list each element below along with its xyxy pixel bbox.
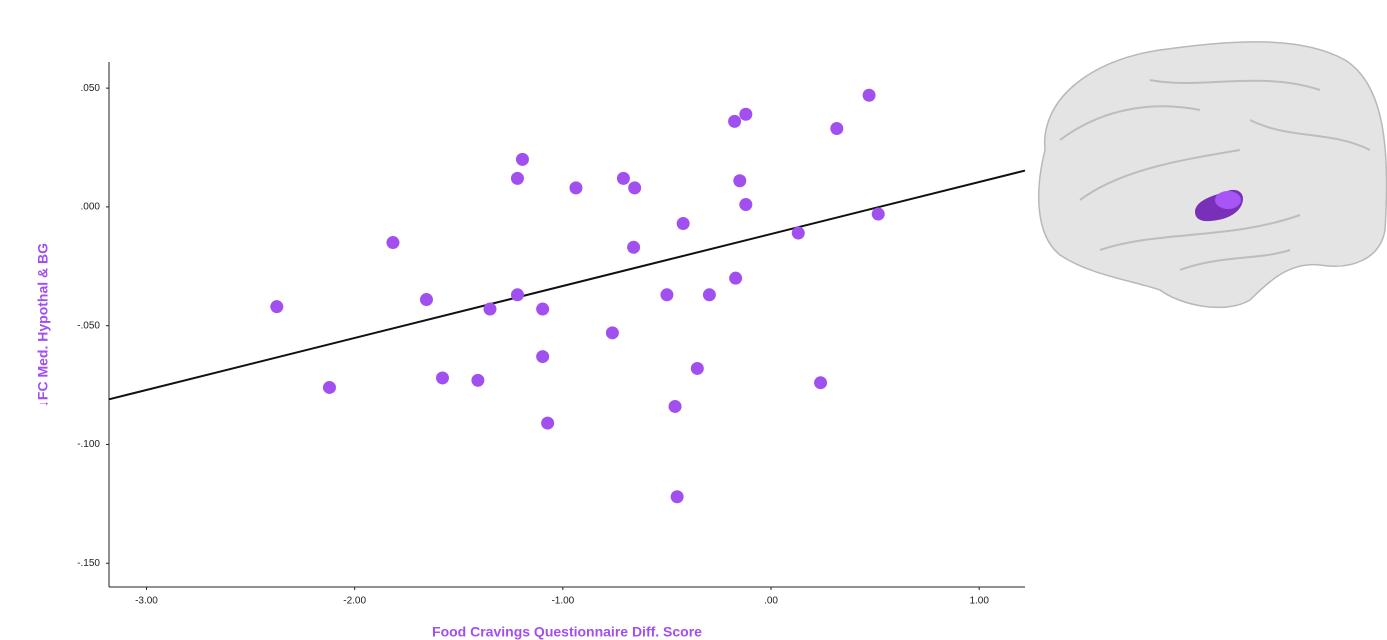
point (871, 207, 885, 221)
point (419, 293, 433, 307)
y-tick-label: -.050 (77, 320, 100, 331)
point (670, 490, 684, 504)
point (660, 288, 674, 302)
point (536, 350, 550, 364)
point (791, 226, 805, 240)
point (515, 152, 529, 166)
point (436, 371, 450, 385)
point (386, 236, 400, 250)
point (728, 114, 742, 128)
x-tick-label: -1.00 (551, 596, 574, 607)
point (814, 376, 828, 390)
x-axis-title: Food Cravings Questionnaire Diff. Score (432, 624, 702, 640)
point (483, 302, 497, 316)
y-tick-label: -.150 (77, 558, 100, 569)
point (616, 171, 630, 185)
point (510, 288, 524, 302)
point (270, 300, 284, 314)
fit-line (108, 169, 1026, 401)
point (605, 326, 619, 340)
point (739, 198, 753, 212)
point (510, 171, 524, 185)
point (628, 181, 642, 195)
y-tick-label: -.100 (77, 439, 100, 450)
point (830, 122, 844, 136)
point (729, 271, 743, 285)
y-tick-label: .000 (81, 202, 101, 213)
point (668, 399, 682, 413)
point (862, 88, 876, 102)
y-axis-title: ↓FC Med. Hypothal & BG (35, 243, 51, 407)
point (690, 361, 704, 375)
point (702, 288, 716, 302)
point (471, 373, 485, 387)
point (627, 240, 641, 254)
y-tick-label: .050 (81, 83, 101, 94)
point (676, 217, 690, 231)
point (739, 107, 753, 121)
brain-illustration (1038, 41, 1387, 309)
point (536, 302, 550, 316)
point (322, 380, 336, 394)
x-tick-label: -3.00 (135, 596, 158, 607)
point (541, 416, 555, 430)
point (733, 174, 747, 188)
x-tick-label: -2.00 (343, 596, 366, 607)
x-tick-label: .00 (764, 596, 778, 607)
x-tick-label: 1.00 (969, 596, 989, 607)
point (569, 181, 583, 195)
